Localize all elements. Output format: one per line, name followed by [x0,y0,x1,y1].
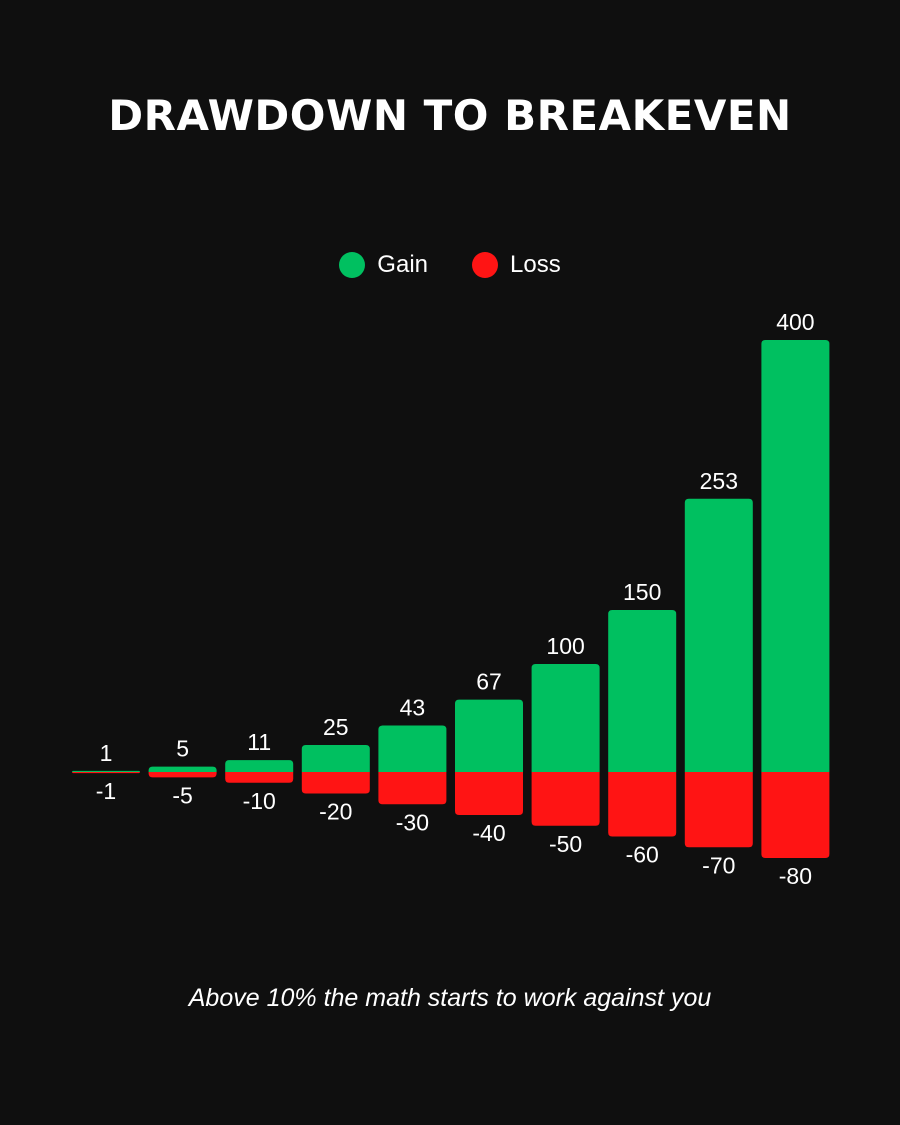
gain-bar-6 [455,699,523,772]
gain-bar-2 [148,766,217,772]
gain-bar-7 [531,664,600,772]
gain-value-label-2: 5 [176,736,189,762]
gain-bar-8 [608,610,677,772]
gain-value-label-9: 253 [700,468,738,494]
loss-swatch-icon [472,252,498,278]
loss-bar-10 [761,772,830,858]
loss-bar-5 [378,772,447,805]
gain-value-label-10: 400 [776,309,814,335]
gain-bar-9 [684,498,753,772]
gain-value-label-7: 100 [546,633,584,659]
gain-bar-5 [378,725,447,772]
loss-bar-4 [301,772,370,794]
legend-item-gain: Gain [339,250,428,280]
legend-label-loss: Loss [510,251,561,278]
legend-item-loss: Loss [472,250,561,280]
gain-value-label-1: 1 [100,740,113,766]
loss-value-label-6: -40 [472,820,505,846]
chart-caption: Above 10% the math starts to work agains… [188,984,712,1012]
loss-value-label-4: -20 [319,799,352,825]
gain-value-label-4: 25 [323,714,349,740]
loss-bar-8 [608,772,677,837]
chart-legend: Gain Loss [0,250,900,280]
chart-title: DRAWDOWN TO BREAKEVEN [108,91,792,140]
loss-value-label-2: -5 [172,782,192,808]
gain-value-label-3: 11 [247,729,271,755]
loss-value-label-8: -60 [626,842,659,868]
loss-value-label-10: -80 [779,863,812,889]
loss-value-label-3: -10 [243,788,276,814]
gain-value-label-5: 43 [400,695,426,721]
loss-bar-3 [225,772,294,783]
gain-value-label-6: 67 [476,669,502,695]
loss-bar-6 [455,772,523,815]
loss-value-label-5: -30 [396,809,429,835]
loss-value-label-9: -70 [702,852,735,878]
legend-label-gain: Gain [377,251,428,278]
gain-bar-4 [301,745,370,772]
loss-value-label-1: -1 [96,778,116,804]
gain-bar-3 [225,760,294,772]
gain-bar-10 [761,340,830,772]
loss-value-label-7: -50 [549,831,582,857]
gain-swatch-icon [339,252,366,278]
gain-value-label-8: 150 [623,579,661,605]
loss-bar-2 [148,772,217,778]
loss-bar-1 [72,772,140,774]
loss-bar-9 [684,772,753,848]
gain-bar-1 [72,770,140,772]
loss-bar-7 [531,772,600,826]
